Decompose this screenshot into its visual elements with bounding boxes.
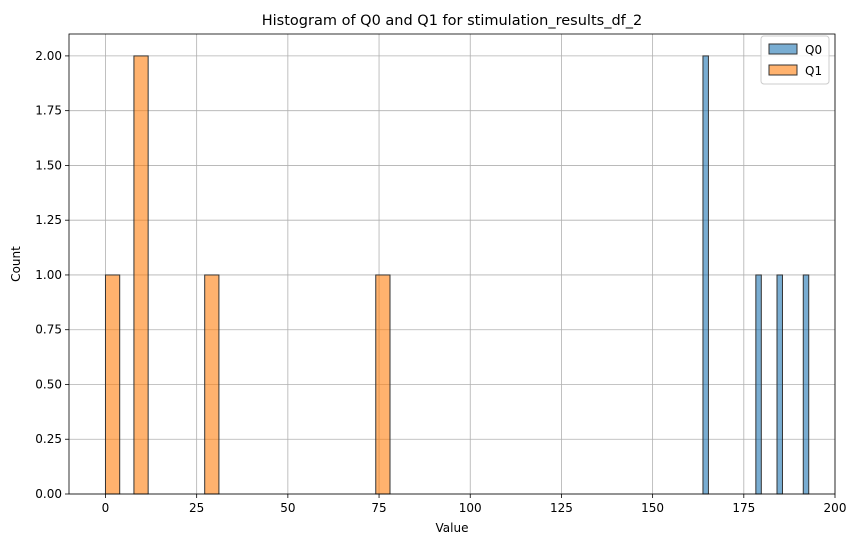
x-tick-label: 125 [550, 501, 573, 515]
bar-q0 [776, 274, 783, 495]
bar-q0 [755, 274, 762, 495]
plot-frame [68, 33, 836, 495]
x-tick-label: 175 [732, 501, 755, 515]
bar-q1 [204, 274, 220, 495]
bar-q0 [702, 55, 709, 495]
chart-title: Histogram of Q0 and Q1 for stimulation_r… [262, 13, 642, 29]
x-tick-label: 100 [459, 501, 482, 515]
x-axis-label: Value [436, 521, 469, 535]
legend: Q0 Q1 [760, 35, 830, 85]
legend-swatch-q0 [768, 43, 798, 55]
y-tick-label: 1.75 [35, 104, 62, 118]
y-ticks: 0.00 0.25 0.50 0.75 1.00 1.25 1.50 1.75 2.00 [35, 49, 69, 501]
x-tick-label: 75 [371, 501, 386, 515]
y-tick-label: 1.00 [35, 268, 62, 282]
y-axis-label: Count [9, 246, 23, 282]
x-ticks: 0 25 50 75 100 125 150 175 200 [102, 494, 847, 515]
y-tick-label: 0.50 [35, 377, 62, 391]
bar-q1 [104, 274, 121, 495]
bar-q0 [802, 274, 810, 495]
bar-q1 [133, 55, 149, 495]
x-tick-label: 25 [189, 501, 204, 515]
y-tick-label: 0.00 [35, 487, 62, 501]
y-tick-label: 0.75 [35, 323, 62, 337]
x-tick-label: 0 [102, 501, 110, 515]
y-tick-label: 1.25 [35, 213, 62, 227]
bar-q1 [375, 274, 391, 495]
x-tick-label: 50 [280, 501, 295, 515]
y-tick-label: 1.50 [35, 158, 62, 172]
legend-swatch-q1 [768, 64, 798, 76]
x-tick-label: 200 [824, 501, 847, 515]
legend-label-q1: Q1 [805, 64, 822, 78]
legend-label-q0: Q0 [805, 43, 822, 57]
y-tick-label: 0.25 [35, 432, 62, 446]
x-tick-label: 150 [641, 501, 664, 515]
y-tick-label: 2.00 [35, 49, 62, 63]
